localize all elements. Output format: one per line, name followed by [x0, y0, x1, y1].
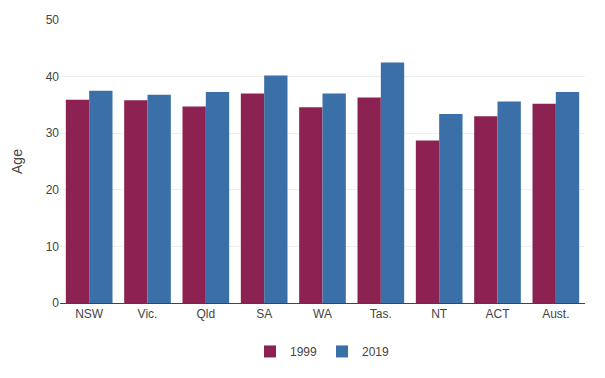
svg-text:Age: Age — [9, 149, 25, 174]
svg-text:Aust.: Aust. — [542, 307, 569, 321]
svg-text:ACT: ACT — [486, 307, 511, 321]
svg-text:30: 30 — [46, 126, 60, 140]
svg-text:WA: WA — [313, 307, 332, 321]
svg-text:NT: NT — [431, 307, 448, 321]
svg-text:SA: SA — [256, 307, 272, 321]
svg-text:40: 40 — [46, 70, 60, 84]
svg-text:50: 50 — [46, 13, 60, 27]
svg-text:NSW: NSW — [75, 307, 104, 321]
svg-text:Vic.: Vic. — [138, 307, 158, 321]
svg-text:20: 20 — [46, 183, 60, 197]
svg-text:0: 0 — [52, 296, 59, 310]
svg-text:Tas.: Tas. — [370, 307, 392, 321]
svg-text:Qld: Qld — [196, 307, 215, 321]
svg-text:10: 10 — [46, 240, 60, 254]
svg-text:1999: 1999 — [290, 345, 317, 359]
svg-text:2019: 2019 — [362, 345, 389, 359]
